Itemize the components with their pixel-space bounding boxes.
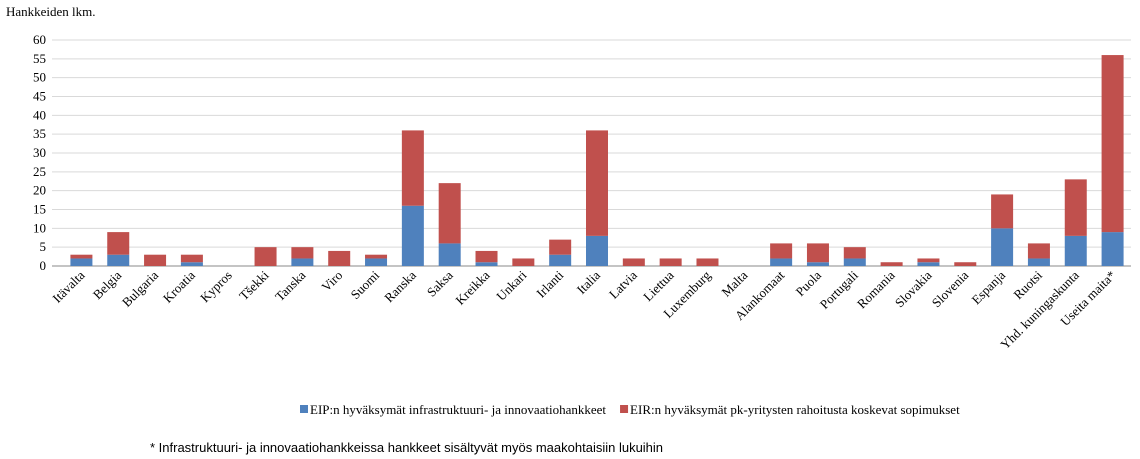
y-tick-label: 35 — [33, 126, 46, 141]
bar-segment — [549, 254, 572, 266]
bar-segment — [806, 262, 829, 266]
y-tick-label: 15 — [33, 202, 46, 217]
y-tick-label: 25 — [33, 164, 46, 179]
bar-segment — [291, 258, 314, 266]
y-tick-label: 30 — [33, 145, 46, 160]
x-tick-label: Suomi — [348, 267, 383, 302]
x-tick-label: Ruotsi — [1010, 267, 1045, 302]
y-axis-title: Hankkeiden lkm. — [6, 4, 96, 19]
bar-segment — [70, 254, 93, 259]
bar-segment — [70, 258, 93, 266]
bar-segment — [586, 235, 608, 266]
bar-segment — [475, 250, 498, 263]
bar-segment — [917, 262, 940, 266]
bar-segment — [328, 250, 351, 266]
x-tick-label: Itävalta — [49, 267, 87, 305]
x-tick-label: Bulgaria — [119, 267, 161, 309]
x-tick-label: Slovenia — [929, 267, 972, 310]
y-tick-label: 45 — [33, 89, 46, 104]
x-tick-label: Unkari — [493, 267, 529, 303]
legend-swatch — [620, 405, 629, 413]
x-tick-label: Portugali — [817, 267, 862, 312]
y-tick-label: 5 — [40, 239, 47, 254]
bar-segment — [107, 254, 130, 266]
x-tick-label: Latvia — [606, 267, 640, 301]
bar-segment — [107, 232, 130, 255]
bar-segment — [586, 130, 608, 236]
x-tick-label: Kreikka — [452, 267, 492, 307]
bar-segment — [880, 262, 903, 266]
bar-segment — [770, 243, 793, 259]
bar-segment — [180, 262, 203, 266]
x-tick-label: Kypros — [197, 268, 235, 306]
bar-segment — [475, 262, 498, 266]
bar-segment — [1027, 243, 1050, 259]
x-tick-label: Italia — [574, 267, 604, 297]
x-tick-label: Saksa — [424, 267, 456, 299]
bar-segment — [770, 258, 793, 266]
y-tick-label: 55 — [33, 51, 46, 66]
x-tick-label: Irlanti — [533, 267, 566, 300]
bar-segment — [365, 258, 388, 266]
bar-segment — [180, 254, 203, 263]
bar-segment — [365, 254, 388, 259]
x-tick-label: Malta — [718, 267, 750, 299]
y-tick-label: 50 — [33, 70, 46, 85]
bar-segment — [843, 247, 866, 259]
bar-segment — [843, 258, 866, 266]
bar-segment — [438, 183, 461, 244]
y-tick-label: 60 — [33, 32, 46, 47]
legend-swatch — [300, 405, 308, 413]
bar-segment — [991, 228, 1014, 266]
y-tick-label: 40 — [33, 107, 46, 122]
bar-segment — [1064, 235, 1087, 266]
x-tick-label: Belgia — [90, 267, 125, 302]
legend-label: EIR:n hyväksymät pk-yritysten rahoitusta… — [630, 402, 960, 417]
bar-segment — [622, 258, 645, 266]
bar-segment — [1064, 179, 1087, 236]
bar-segment — [512, 258, 535, 266]
y-tick-label: 0 — [40, 258, 47, 273]
bar-segment — [144, 254, 167, 266]
x-tick-label: Espanja — [969, 267, 1009, 307]
y-tick-label: 10 — [33, 220, 46, 235]
bar-segment — [1101, 55, 1124, 233]
bar-segment — [659, 258, 682, 266]
x-tick-label: Tanska — [272, 267, 309, 304]
y-tick-label: 20 — [33, 183, 46, 198]
bar-segment — [1101, 232, 1124, 266]
bar-segment — [1027, 258, 1050, 266]
x-tick-label: Romania — [854, 267, 898, 311]
bar-segment — [954, 262, 977, 266]
bar-segment — [254, 247, 277, 266]
bar-segment — [401, 130, 424, 206]
x-tick-label: Viro — [318, 268, 345, 295]
x-tick-label: Kroatia — [160, 267, 198, 305]
bar-segment — [806, 243, 829, 263]
bar-segment — [438, 243, 461, 266]
x-tick-label: Puola — [793, 267, 825, 299]
bar-segment — [549, 239, 572, 255]
bar-segment — [291, 247, 314, 259]
legend-label: EIP:n hyväksymät infrastruktuuri- ja inn… — [310, 402, 606, 417]
bar-segment — [401, 205, 424, 266]
bar-segment — [696, 258, 719, 266]
x-tick-label: Slovakia — [892, 267, 935, 310]
bar-segment — [991, 194, 1014, 229]
x-tick-label: Tšekki — [236, 267, 272, 303]
footnote: * Infrastruktuuri- ja innovaatiohankkeis… — [150, 440, 663, 455]
x-tick-label: Ranska — [381, 267, 419, 305]
bar-segment — [917, 258, 940, 263]
